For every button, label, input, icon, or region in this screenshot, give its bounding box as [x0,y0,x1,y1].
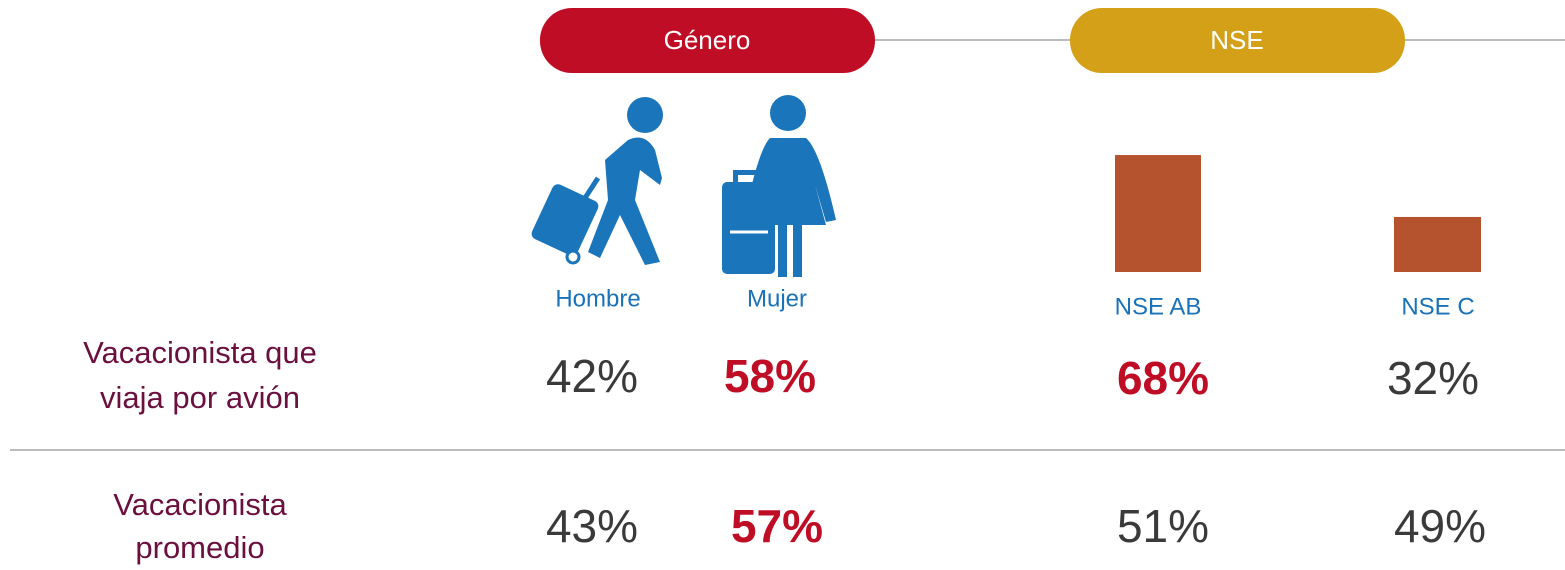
value: 51% [1117,500,1209,552]
column-label: Mujer [747,285,807,312]
man-icon [531,97,663,265]
row-label: promedio [135,530,264,565]
value: 68% [1117,352,1209,404]
value: 58% [724,350,816,402]
column-label: Hombre [555,285,640,312]
group-label: NSE [1210,25,1263,55]
value: 43% [546,500,638,552]
value: 49% [1394,500,1486,552]
column-label: NSE AB [1115,293,1202,320]
value: 57% [731,500,823,552]
row-label: Vacacionista [113,487,287,522]
group-pill [540,8,875,73]
row-label: viaja por avión [100,380,300,415]
bar [1115,155,1201,272]
group-pill [1070,8,1405,73]
group-label: Género [664,25,751,55]
row-label: Vacacionista que [83,335,317,370]
woman-icon [722,95,836,277]
bar [1394,216,1481,272]
column-label: NSE C [1401,293,1474,320]
value: 42% [546,350,638,402]
value: 32% [1387,352,1479,404]
